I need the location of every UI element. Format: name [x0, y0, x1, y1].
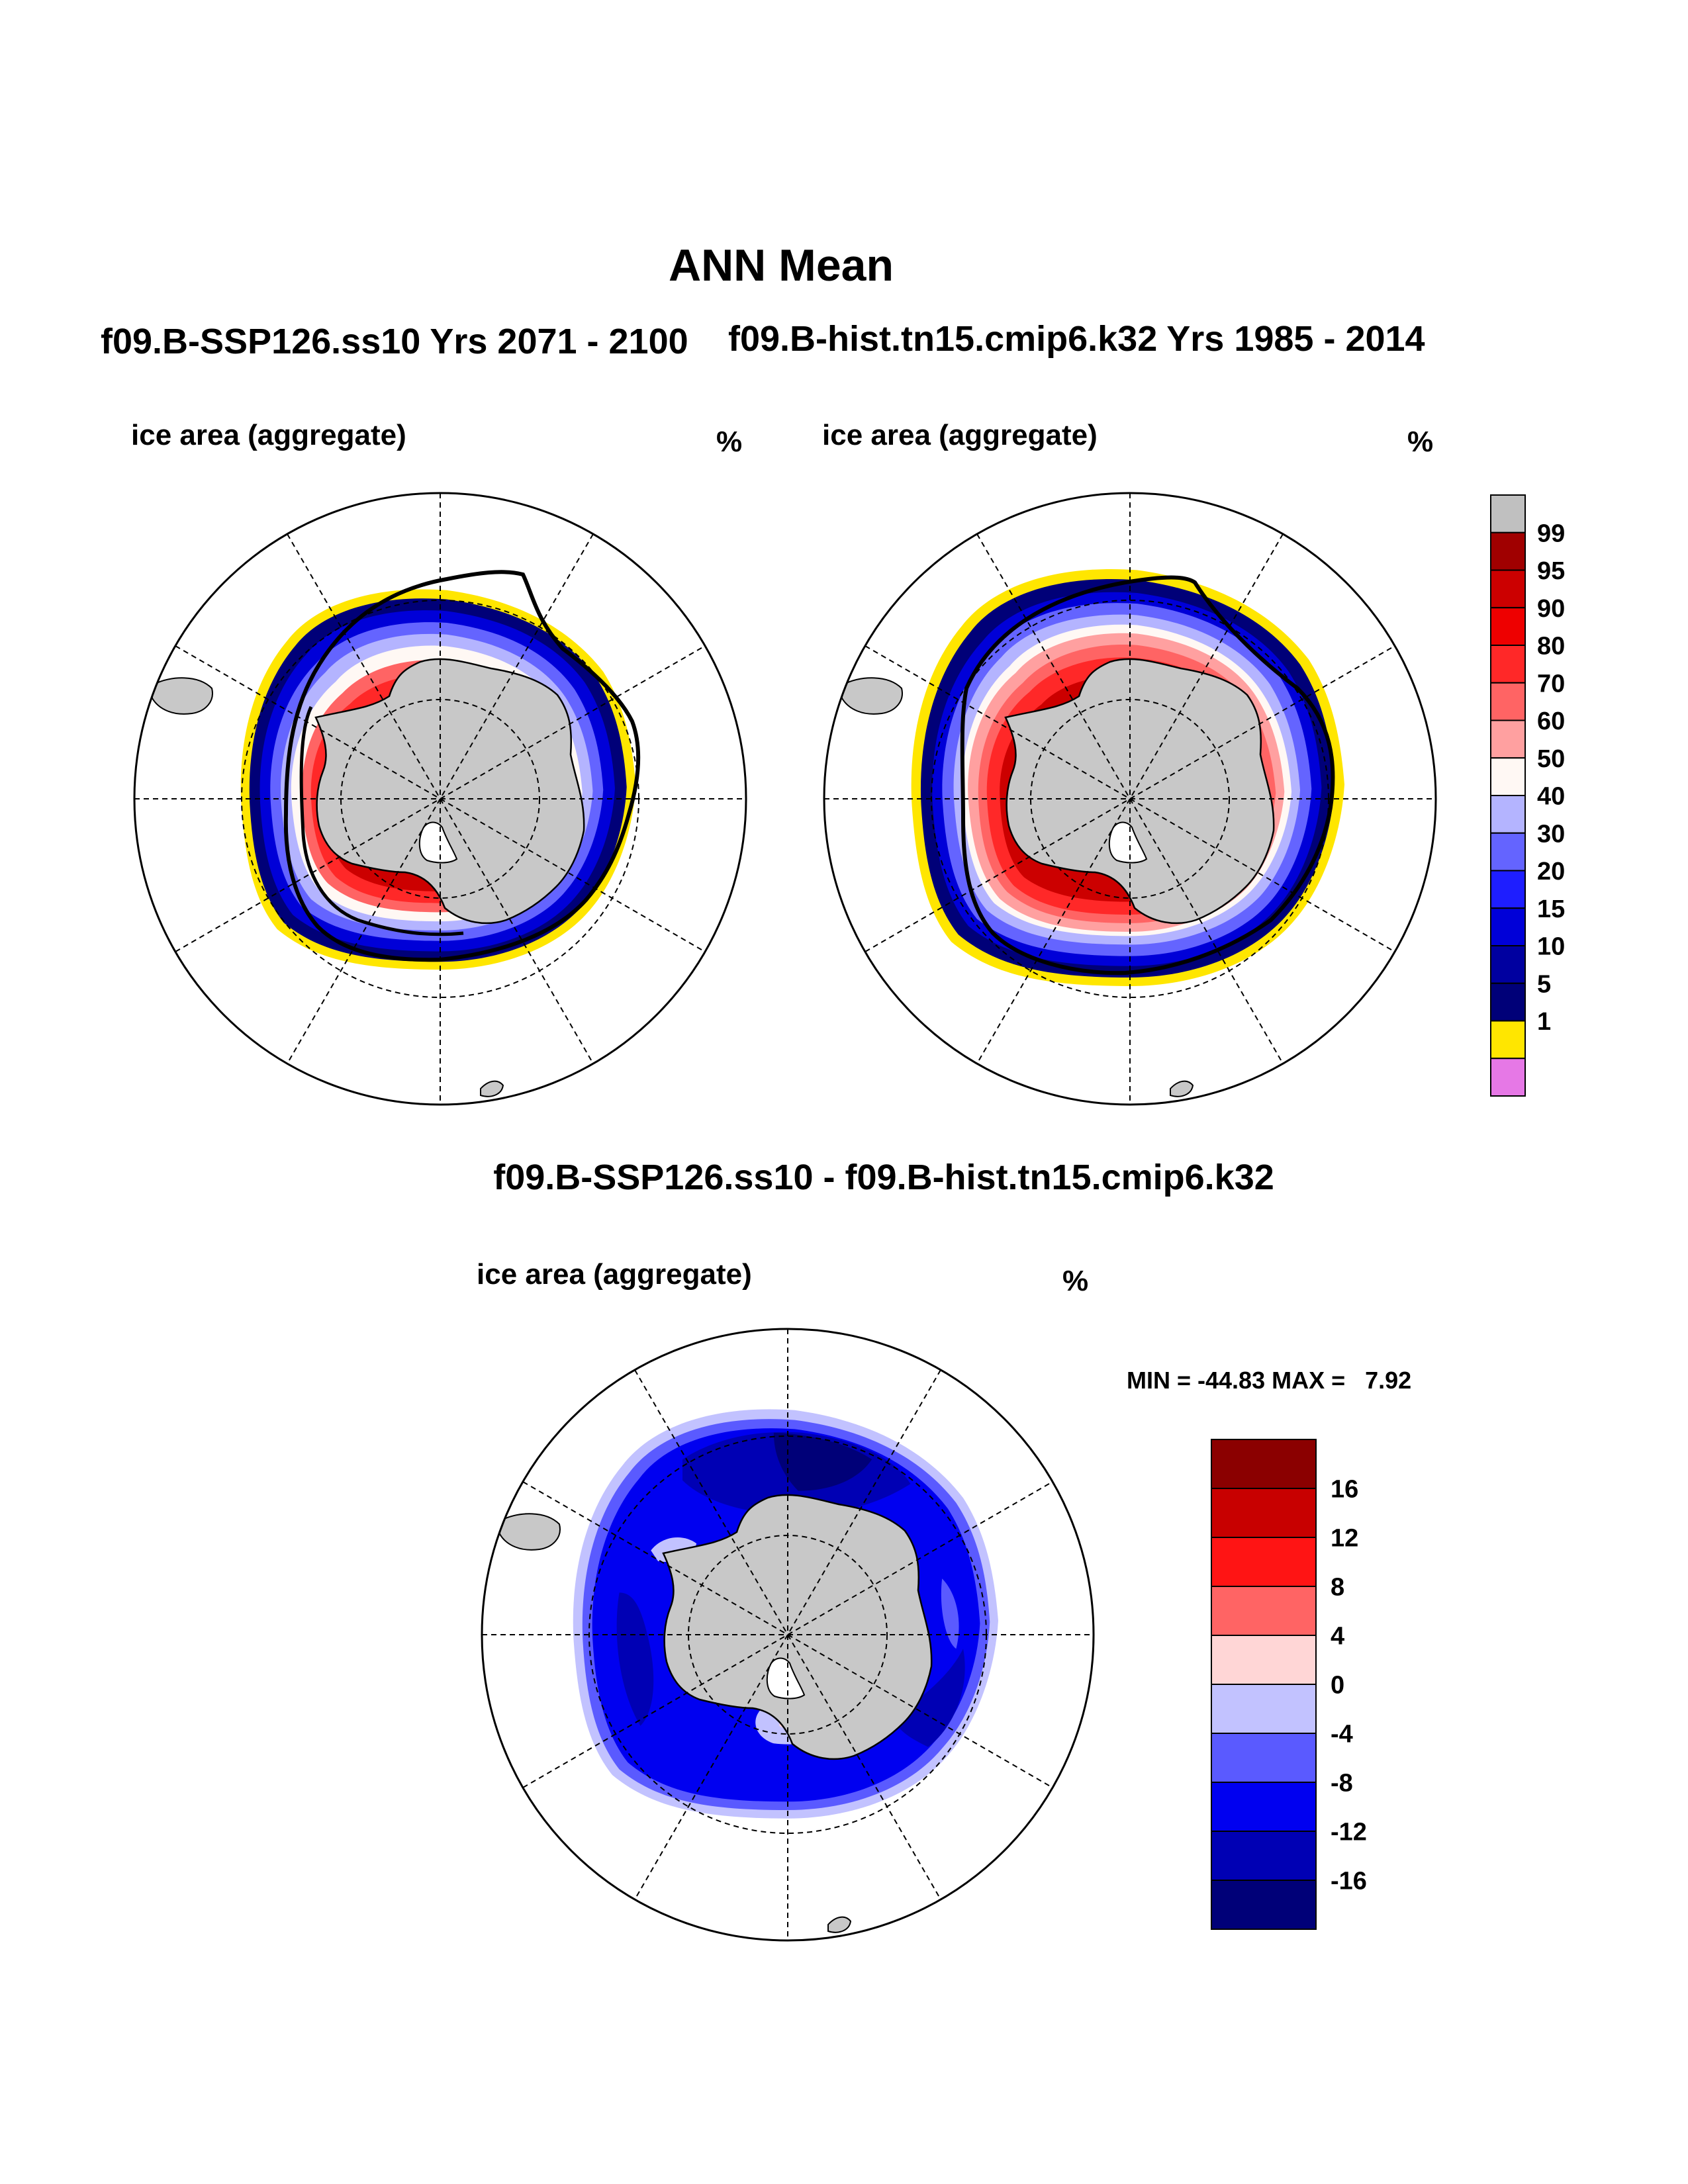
right-obs-contour — [960, 575, 1335, 976]
abs-colorbar-label-3: 80 — [1537, 633, 1565, 660]
diff-colorbar-label-7: -12 — [1331, 1819, 1367, 1846]
diff-minmax-label: MIN = -44.83 MAX = 7.92 — [1127, 1367, 1411, 1394]
abs-colorbar-color-box-5 — [1490, 682, 1526, 721]
abs-colorbar-color-box-7 — [1490, 757, 1526, 796]
diff-colorbar-color-box-4 — [1211, 1635, 1317, 1685]
abs-colorbar-color-box-4 — [1490, 645, 1526, 684]
diff-colorbar-label-0: 16 — [1331, 1476, 1358, 1504]
abs-colorbar-color-box-2 — [1490, 569, 1526, 609]
abs-colorbar-label-4: 70 — [1537, 670, 1565, 698]
left-land — [152, 658, 585, 1097]
abs-colorbar-label-8: 30 — [1537, 820, 1565, 848]
abs-colorbar-color-box-12 — [1490, 945, 1526, 984]
diff-colorbar-label-5: -4 — [1331, 1721, 1353, 1749]
abs-colorbar-label-1: 95 — [1537, 557, 1565, 585]
diff-polar-map — [481, 1328, 1095, 1942]
main-title: ANN Mean — [669, 240, 894, 291]
diff-colorbar-color-box-9 — [1211, 1880, 1317, 1930]
left-panel-subtitle: ice area (aggregate) — [131, 419, 406, 451]
abs-colorbar-color-box-13 — [1490, 982, 1526, 1022]
diff-colorbar-color-box-7 — [1211, 1782, 1317, 1832]
abs-colorbar-color-box-3 — [1490, 607, 1526, 646]
diff-colorbar-label-4: 0 — [1331, 1672, 1344, 1700]
diff-panel-subtitle: ice area (aggregate) — [477, 1258, 752, 1291]
diff-colorbar-label-8: -16 — [1331, 1868, 1367, 1895]
abs-colorbar-color-box-1 — [1490, 531, 1526, 571]
diff-colorbar-color-box-1 — [1211, 1488, 1317, 1538]
abs-colorbar-label-11: 10 — [1537, 933, 1565, 961]
diff-colorbar-color-box-2 — [1211, 1537, 1317, 1587]
diff-colorbar-label-6: -8 — [1331, 1770, 1353, 1797]
right-panel-title: f09.B-hist.tn15.cmip6.k32 Yrs 1985 - 201… — [728, 319, 1425, 359]
abs-colorbar-label-5: 60 — [1537, 707, 1565, 735]
diff-colorbar-color-box-8 — [1211, 1831, 1317, 1881]
abs-colorbar-label-10: 15 — [1537, 895, 1565, 923]
left-obs-contour — [283, 570, 641, 962]
abs-colorbar-label-6: 50 — [1537, 745, 1565, 773]
abs-colorbar-color-box-8 — [1490, 795, 1526, 834]
right-land — [841, 658, 1275, 1097]
diff-colorbar-label-2: 8 — [1331, 1574, 1344, 1602]
left-panel-title: f09.B-SSP126.ss10 Yrs 2071 - 2100 — [101, 322, 688, 361]
diff-colorbar-label-1: 12 — [1331, 1525, 1358, 1553]
left-panel-units: % — [716, 426, 742, 458]
diff-colorbar-label-3: 4 — [1331, 1623, 1344, 1651]
right-polar-map — [823, 492, 1437, 1106]
abs-colorbar-color-box-10 — [1490, 870, 1526, 909]
abs-colorbar-label-2: 90 — [1537, 595, 1565, 623]
diff-panel-title: f09.B-SSP126.ss10 - f09.B-hist.tn15.cmip… — [493, 1158, 1274, 1197]
abs-colorbar-color-box-14 — [1490, 1020, 1526, 1060]
abs-colorbar-color-box-15 — [1490, 1058, 1526, 1097]
diff-colorbar-color-box-0 — [1211, 1439, 1317, 1489]
abs-colorbar-color-box-9 — [1490, 832, 1526, 872]
absolute-colorbar: 99 95 90 80 70 60 50 40 30 20 15 10 5 1 — [1490, 494, 1565, 1097]
abs-colorbar-color-box-6 — [1490, 719, 1526, 759]
right-panel-subtitle: ice area (aggregate) — [822, 419, 1098, 451]
abs-colorbar-label-9: 20 — [1537, 858, 1565, 886]
abs-colorbar-label-0: 99 — [1537, 520, 1565, 547]
abs-colorbar-color-box-11 — [1490, 907, 1526, 946]
diff-colorbar-color-box-6 — [1211, 1733, 1317, 1783]
difference-colorbar: 16 12 8 4 0 -4 -8 -12 -16 — [1211, 1439, 1367, 1930]
abs-colorbar-color-box-0 — [1490, 494, 1526, 533]
abs-colorbar-label-7: 40 — [1537, 783, 1565, 811]
right-panel-units: % — [1407, 426, 1433, 458]
left-polar-map — [133, 492, 747, 1106]
diff-colorbar-color-box-5 — [1211, 1684, 1317, 1734]
diff-panel-units: % — [1062, 1265, 1088, 1297]
diff-land — [499, 1494, 933, 1933]
abs-colorbar-label-12: 5 — [1537, 970, 1551, 998]
abs-colorbar-label-13: 1 — [1537, 1008, 1551, 1036]
diff-colorbar-color-box-3 — [1211, 1586, 1317, 1636]
